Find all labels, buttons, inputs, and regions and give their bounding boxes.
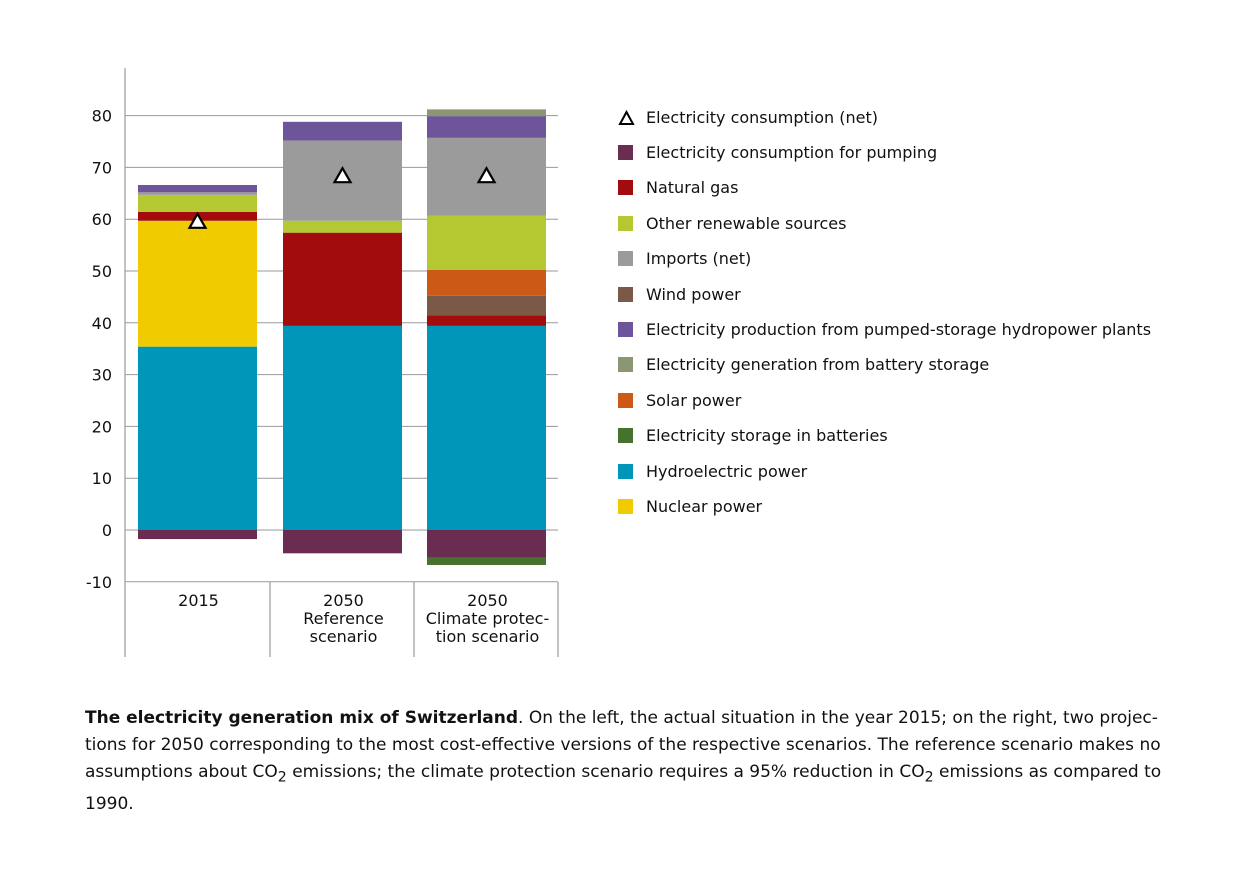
- legend-swatch: [618, 286, 633, 302]
- legend-label: Nuclear power: [646, 496, 763, 516]
- y-tick-label: 10: [92, 469, 112, 488]
- bar-segment-natural-gas: [427, 315, 546, 326]
- y-tick-label: 0: [102, 521, 112, 540]
- bar-segment-nuclear-power: [138, 220, 257, 347]
- bar-segment-wind-power: [427, 295, 546, 316]
- legend-swatch: [618, 251, 633, 267]
- legend-swatch: [618, 357, 633, 373]
- legend-swatch: [618, 215, 633, 231]
- bar-segment-electricity-production-from-pumped-storage-hydropower-plants: [283, 121, 402, 141]
- legend-label: Solar power: [646, 390, 742, 410]
- bar-segment-electricity-generation-from-battery-storage: [427, 109, 546, 117]
- legend-label: Other renewable sources: [646, 213, 847, 233]
- legend-label: Electricity storage in batteries: [646, 426, 888, 446]
- legend-label: Wind power: [646, 284, 741, 304]
- legend-item: Wind power: [618, 284, 741, 304]
- legend-label: Electricity consumption (net): [646, 107, 878, 127]
- legend-label: Electricity consumption for pumping: [646, 142, 938, 162]
- legend-swatch: [618, 144, 633, 160]
- bar-segment-hydroelectric-power: [138, 346, 257, 530]
- legend-swatch: [618, 180, 633, 196]
- legend-item: Other renewable sources: [618, 213, 846, 233]
- consumption-marker-triangle: [476, 165, 497, 184]
- x-category-label: Climate protec-: [426, 609, 550, 628]
- bar-segment-electricity-production-from-pumped-storage-hydropower-plants: [138, 185, 257, 193]
- consumption-marker-triangle: [332, 165, 353, 184]
- legend-swatch: [618, 321, 633, 337]
- legend-item: Hydroelectric power: [618, 461, 807, 481]
- caption-subscript: 2: [924, 769, 934, 786]
- caption-text: emissions as compared to 1990.: [85, 762, 1162, 815]
- x-category-label: 2050: [467, 591, 508, 610]
- caption-title: The electricity generation mix of Switze…: [85, 708, 519, 728]
- legend-label: Natural gas: [646, 178, 739, 198]
- legend-item: Electricity generation from battery stor…: [618, 355, 989, 375]
- legend-swatch: [618, 498, 633, 514]
- legend-label: Electricity production from pumped-stora…: [646, 319, 1152, 339]
- caption: The electricity generation mix of Switze…: [85, 705, 1185, 818]
- bar-segment-hydroelectric-power: [427, 325, 546, 530]
- y-tick-label: -10: [86, 573, 112, 592]
- legend-item: Electricity production from pumped-stora…: [618, 319, 1151, 339]
- bar-segment-electricity-consumption-for-pumping: [427, 530, 546, 558]
- y-tick-label: 80: [92, 107, 112, 126]
- legend-label: Imports (net): [646, 249, 752, 269]
- y-tick-label: 20: [92, 417, 112, 436]
- caption-text: emissions; the climate protection scenar…: [286, 762, 925, 782]
- bar-segment-electricity-storage-in-batteries: [427, 557, 546, 565]
- x-category-label: 2050: [323, 591, 364, 610]
- bar-segment-natural-gas: [283, 232, 402, 326]
- legend-swatch: [618, 428, 633, 444]
- y-tick-label: 40: [92, 314, 112, 333]
- legend-item: Solar power: [618, 390, 741, 410]
- bar-segment-imports-net-: [138, 192, 257, 195]
- legend-swatch: [618, 392, 633, 408]
- bar-segment-electricity-consumption-for-pumping: [138, 530, 257, 540]
- legend-item: Electricity storage in batteries: [618, 426, 888, 446]
- caption-text: . On the left, the actual situation in t…: [85, 708, 1161, 782]
- caption-subscript: 2: [277, 769, 287, 786]
- legend-label: Electricity generation from battery stor…: [646, 355, 990, 375]
- bar-segment-other-renewable-sources: [283, 220, 402, 233]
- bar-segment-hydroelectric-power: [283, 325, 402, 530]
- y-tick-label: 60: [92, 210, 112, 229]
- legend-item: Electricity consumption for pumping: [618, 142, 937, 162]
- bar-segment-electricity-production-from-pumped-storage-hydropower-plants: [427, 116, 546, 138]
- bar-segment-other-renewable-sources: [427, 215, 546, 270]
- bar-segment-other-renewable-sources: [138, 194, 257, 212]
- legend-item: Imports (net): [618, 249, 751, 269]
- x-category-label: 2015: [178, 591, 219, 610]
- legend-swatch: [618, 463, 633, 479]
- x-category-label: Reference: [303, 609, 384, 628]
- y-tick-label: 50: [92, 262, 112, 281]
- legend-label: Hydroelectric power: [646, 461, 808, 481]
- legend-item: Electricity consumption (net): [618, 107, 878, 127]
- x-category-label: tion scenario: [436, 627, 539, 646]
- legend-item: Nuclear power: [618, 496, 762, 516]
- x-category-label: scenario: [310, 627, 378, 646]
- y-tick-label: 70: [92, 158, 112, 177]
- triangle-icon: [618, 109, 635, 125]
- consumption-marker-triangle: [187, 211, 208, 229]
- y-tick-label: 30: [92, 366, 112, 385]
- legend-item: Natural gas: [618, 178, 738, 198]
- bar-segment-electricity-consumption-for-pumping: [283, 530, 402, 554]
- bar-segment-solar-power: [427, 269, 546, 296]
